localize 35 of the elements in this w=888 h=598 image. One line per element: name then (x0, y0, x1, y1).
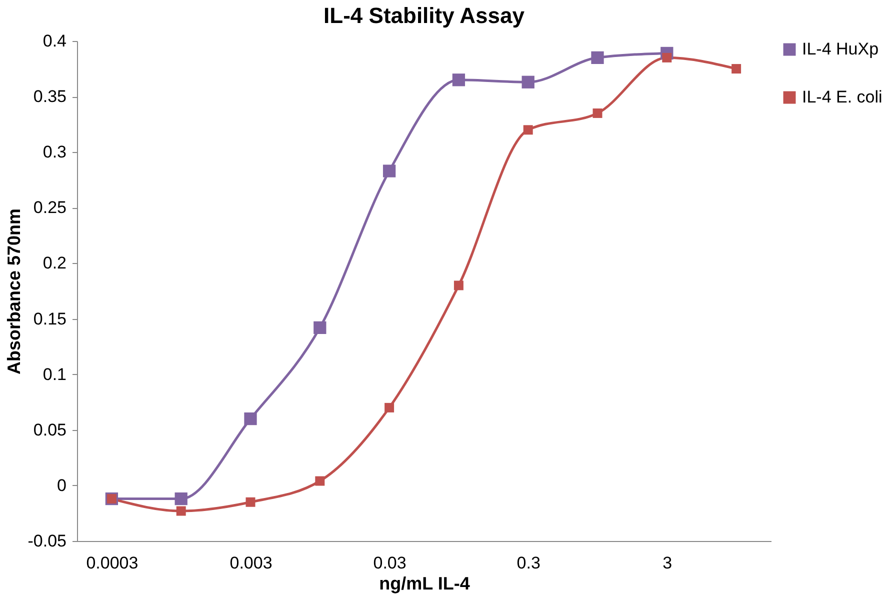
y-tick-label: 0.3 (42, 142, 66, 162)
x-axis-title: ng/mL IL-4 (379, 574, 470, 594)
point (523, 125, 533, 135)
point (522, 76, 534, 88)
y-tick-label: 0.05 (33, 420, 66, 440)
y-tick-label: 0.4 (42, 32, 66, 50)
point (384, 402, 394, 412)
legend-label: IL-4 HuXp (802, 40, 879, 58)
point (174, 492, 188, 506)
point (452, 74, 466, 86)
point (382, 164, 396, 178)
point (176, 506, 186, 516)
x-tick-label: 3 (662, 554, 672, 572)
point (454, 280, 464, 290)
y-axis-title: Absorbance 570nm (4, 208, 24, 375)
x-tick-label: 0.0003 (86, 554, 138, 572)
x-tick-label: 0.003 (230, 554, 272, 572)
point (244, 412, 257, 426)
x-tick-label: 0.03 (373, 554, 406, 572)
point (592, 108, 602, 118)
y-tick-label: 0.15 (33, 309, 66, 328)
point (314, 321, 326, 334)
x-tick-label: 0.3 (516, 554, 540, 572)
point (246, 497, 256, 507)
point (591, 51, 604, 64)
y-tick-label: 0 (57, 476, 66, 495)
point (732, 64, 742, 74)
y-tick-label: 0.2 (42, 254, 66, 273)
chart-title: IL-4 Stability Assay (324, 3, 526, 28)
point (315, 476, 325, 486)
legend-label: IL-4 E. coli (802, 88, 882, 106)
y-tick-label: 0.1 (42, 364, 66, 384)
y-tick-label: -0.05 (28, 532, 66, 550)
y-tick-label: 0.35 (33, 87, 66, 106)
y-tick-label: 0.25 (33, 198, 66, 218)
